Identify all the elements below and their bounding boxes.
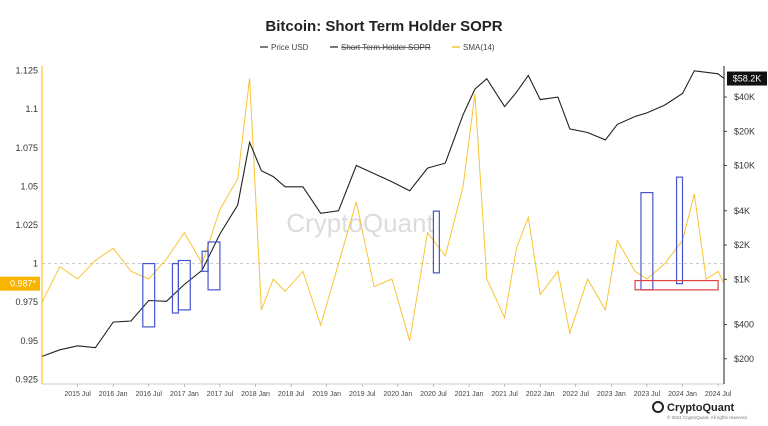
y-left-tick-label: 0.95	[20, 336, 38, 346]
x-tick-label: 2020 Jan	[383, 391, 412, 398]
y-right-tick-label: $1K	[734, 274, 750, 284]
brand-copyright: © 2024 CryptoQuant. All rights reserved.	[667, 414, 748, 420]
x-tick-label: 2022 Jan	[526, 391, 555, 398]
annotation-box-6	[432, 210, 440, 274]
x-tick-label: 2021 Jan	[455, 391, 484, 398]
current-sopr-badge	[0, 276, 40, 291]
x-tick-label: 2019 Jul	[349, 391, 376, 398]
y-left-tick-label: 1.025	[15, 220, 38, 230]
x-tick-label: 2018 Jan	[241, 391, 270, 398]
sma-series	[41, 78, 725, 341]
y-right-tick-label: $400	[734, 320, 754, 330]
x-tick-label: 2017 Jan	[170, 391, 199, 398]
y-right-tick-label: $200	[734, 354, 754, 364]
x-tick-label: 2019 Jan	[312, 391, 341, 398]
x-tick-label: 2021 Jul	[491, 391, 518, 398]
y-right-tick-label: $10K	[734, 161, 755, 171]
plot-background	[42, 66, 724, 384]
y-left-tick-label: 1	[33, 259, 38, 269]
y-left-tick-label: 0.975	[15, 297, 38, 307]
legend-label-3: SMA(14)	[463, 43, 495, 52]
x-tick-label: 2023 Jul	[634, 391, 661, 398]
brand-logo: CryptoQuant © 2024 CryptoQuant. All righ…	[652, 401, 748, 420]
chart-title: Bitcoin: Short Term Holder SOPR	[265, 18, 502, 35]
x-tick-label: 2024 Jan	[668, 391, 697, 398]
y-right-tick-label: $20K	[734, 126, 755, 136]
x-tick-label: 2020 Jul	[420, 391, 447, 398]
annotation-box-8	[675, 176, 684, 285]
brand-logo-icon	[652, 401, 664, 413]
sma14-line	[41, 78, 725, 341]
plot-area	[42, 66, 724, 384]
x-tick-label: 2018 Jul	[278, 391, 305, 398]
annotation-box-3	[177, 259, 191, 311]
annotation-boxes	[142, 176, 719, 328]
legend-label-2: Short Term Holder SOPR	[341, 43, 431, 52]
y-right-tick-label: $4K	[734, 206, 750, 216]
annotation-box-5	[207, 241, 221, 291]
brand-name: CryptoQuant	[667, 402, 735, 414]
y-left-tick-label: 1.05	[20, 181, 38, 191]
y-left-tick-label: 1.1	[25, 104, 38, 114]
current-price-badge	[727, 71, 767, 86]
x-tick-label: 2022 Jul	[563, 391, 590, 398]
annotation-box-9	[634, 279, 719, 291]
current-sopr-label: 0.987*	[10, 279, 37, 289]
y-left-tick-label: 1.125	[15, 66, 38, 76]
y-left-tick-label: 0.925	[15, 374, 38, 384]
legend: Price USD Short Term Holder SOPR SMA(14)	[260, 43, 495, 52]
legend-label-1: Price USD	[271, 43, 309, 52]
axes: 1.125 1.1 1.075 1.05 1.025 1 0.975 0.95 0.925 0.9…	[0, 66, 767, 398]
x-tick-label: 2017 Jul	[207, 391, 234, 398]
x-tick-label: 2015 Jul	[64, 391, 91, 398]
y-right-tick-label: $40K	[734, 92, 755, 102]
y-right-tick-label: $2K	[734, 240, 750, 250]
x-tick-label: 2024 Jul	[705, 391, 732, 398]
x-tick-label: 2023 Jan	[597, 391, 626, 398]
x-tick-label: 2016 Jan	[99, 391, 128, 398]
current-price-label: $58.2K	[733, 74, 762, 84]
x-tick-label: 2016 Jul	[136, 391, 163, 398]
y-left-tick-label: 1.075	[15, 143, 38, 153]
annotation-box-1	[142, 262, 156, 328]
